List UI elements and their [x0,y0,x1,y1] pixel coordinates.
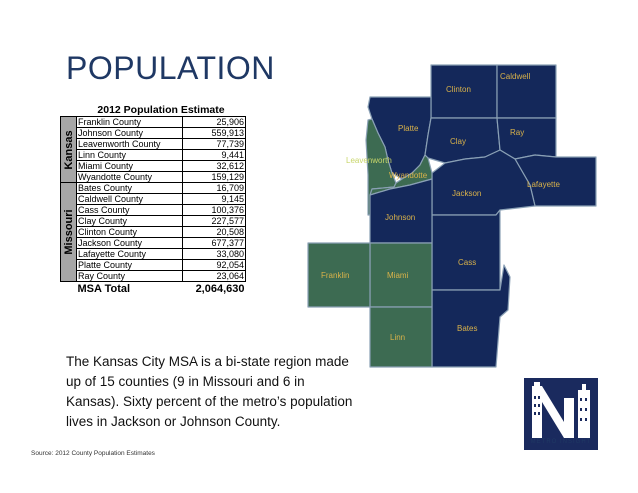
table-row: Johnson County 559,913 [61,127,247,139]
county-name-cell: Franklin County [76,116,183,128]
total-label: MSA Total [77,283,131,295]
label-wyandotte: Wyandotte [389,171,428,180]
population-cell: 100,376 [181,204,247,216]
county-name-cell: Platte County [76,259,183,271]
label-cass: Cass [458,258,476,267]
label-caldwell: Caldwell [500,72,530,81]
description-text: The Kansas City MSA is a bi-state region… [66,354,353,429]
label-franklin: Franklin [321,271,349,280]
population-cell: 9,441 [181,149,247,161]
label-clay: Clay [450,137,466,146]
population-cell: 33,080 [181,248,247,260]
table-row: Cass County 100,376 [61,204,247,216]
table-row: Clay County 227,577 [61,215,247,227]
table-row: Caldwell County 9,145 [61,193,247,205]
county-name-cell: Jackson County [76,237,183,249]
county-name-cell: Caldwell County [76,193,183,205]
table-row: Lafayette County 33,080 [61,248,247,260]
label-ray: Ray [510,128,524,137]
table-row: Kansas Franklin County 25,906 [60,116,247,183]
population-cell: 92,054 [181,259,247,271]
population-cell: 559,913 [181,127,247,139]
label-lafayette: Lafayette [527,180,560,189]
population-cell: 227,577 [181,215,247,227]
county-name-cell: Linn County [76,149,183,161]
county-name-cell: Lafayette County [76,248,183,260]
label-leavenworth: Leavenworth [346,156,392,165]
population-cell: 9,145 [181,193,247,205]
county-cass[interactable] [431,209,501,291]
county-name-cell: Clinton County [76,226,183,238]
state-label-missouri: Missouri [60,182,77,282]
page-title: POPULATION [66,50,275,86]
county-map: Clinton Caldwell Platte Clay Ray Leavenw… [300,55,600,380]
population-cell: 159,129 [181,171,247,183]
total-value: 2,064,630 [195,283,245,295]
county-name-cell: Cass County [76,204,183,216]
label-bates: Bates [457,324,477,333]
table-row: Linn County 9,441 [61,149,247,161]
county-name-cell: Ray County [76,270,183,282]
metro-insight-logo [524,378,598,450]
population-cell: 23,064 [181,270,247,282]
table-row: Leavenworth County 77,739 [61,138,247,150]
table-row: Platte County 92,054 [61,259,247,271]
label-clinton: Clinton [446,85,471,94]
table-row: Jackson County 677,377 [61,237,247,249]
label-jackson: Jackson [452,189,481,198]
county-bates[interactable] [431,264,511,368]
county-linn[interactable] [369,306,433,368]
state-name: Missouri [62,209,75,255]
label-johnson: Johnson [385,213,415,222]
table-row: Wyandotte County 159,129 [61,171,247,183]
population-table: 2012 Population Estimate Kansas Franklin … [60,104,247,296]
population-cell: 677,377 [181,237,247,249]
population-cell: 16,709 [181,182,247,194]
county-name-cell: Clay County [76,215,183,227]
population-cell: 77,739 [181,138,247,150]
population-cell: 20,508 [181,226,247,238]
logo-text: METRO INSIGHT [530,439,592,445]
table-caption: 2012 Population Estimate [97,104,225,116]
county-name-cell: Wyandotte County [76,171,183,183]
county-name-cell: Bates County [76,182,183,194]
map-svg: Clinton Caldwell Platte Clay Ray Leavenw… [307,64,597,368]
county-name-cell: Miami County [76,160,183,172]
label-linn: Linn [390,333,405,342]
county-name-cell: Johnson County [76,127,183,139]
state-label-kansas: Kansas [60,116,77,183]
state-name: Kansas [62,129,75,170]
table-row: Ray County 23,064 [61,270,247,282]
population-cell: 25,906 [181,116,247,128]
table-row: Miami County 32,612 [61,160,247,172]
population-cell: 32,612 [181,160,247,172]
label-platte: Platte [398,124,419,133]
label-miami: Miami [387,271,409,280]
source-note: Source: 2012 County Population Estimates [31,450,155,457]
table-row: Missouri Bates County 16,709 [60,182,247,282]
county-name-cell: Leavenworth County [76,138,183,150]
table-row: Clinton County 20,508 [61,226,247,238]
